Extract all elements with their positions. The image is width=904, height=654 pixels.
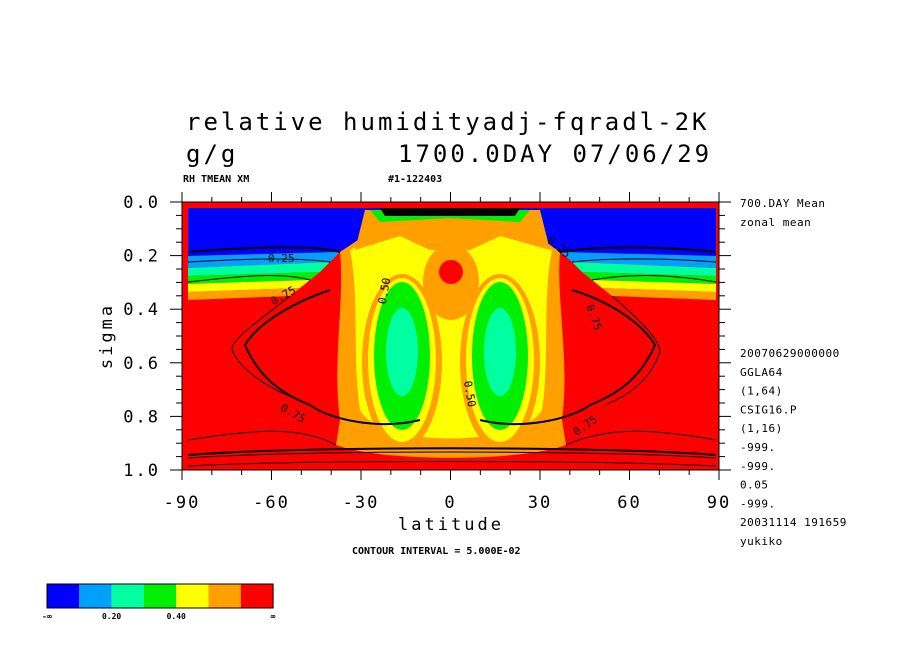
fill-band-green-left	[188, 272, 320, 284]
x-tick-label: 90	[707, 493, 731, 513]
fill-band-orange-right	[602, 288, 716, 300]
contour-line	[187, 258, 331, 263]
colorbar-label: 0.20	[102, 612, 121, 621]
fill-band-yellow-right	[592, 280, 716, 292]
contour-line-bold	[187, 447, 717, 456]
contour-line	[565, 430, 717, 446]
contour-line-bold	[243, 289, 421, 426]
side-info-top: 700.DAY Mean zonal mean	[740, 197, 825, 229]
fill-center-red	[439, 260, 463, 284]
colorbar-label: ∞	[271, 612, 276, 621]
contour-lines-bold	[187, 246, 717, 456]
units-label: g/g	[186, 140, 238, 168]
side-info-line: 20070629000000	[740, 347, 840, 360]
y-tick-label: 0.2	[123, 247, 160, 267]
contour-label: 0.25	[268, 252, 295, 265]
colorbar	[46, 583, 274, 609]
x-tick-label: 30	[528, 493, 552, 513]
fill-band-lightblue-right	[560, 252, 716, 268]
colorbar-swatch	[47, 584, 80, 608]
y-tick-label: 0.6	[123, 354, 160, 374]
x-tick-label: -90	[164, 493, 201, 513]
y-tick-label: 0.4	[123, 300, 160, 320]
contour-field	[182, 202, 719, 470]
colorbar-frame	[46, 583, 274, 609]
fill-band-orange-left	[188, 288, 300, 300]
side-info-line: GGLA64	[740, 366, 783, 379]
fill-band-green-right	[582, 272, 716, 284]
side-info-meta: 20070629000000 GGLA64 (1,64) CSIG16.P (1,16)…	[740, 347, 847, 548]
contour-line	[187, 275, 311, 283]
contour-label: 0.50	[376, 277, 393, 305]
contour-line	[187, 430, 337, 446]
x-tick-label: 60	[617, 493, 641, 513]
fill-band-cyan-left	[188, 262, 330, 276]
colorbar-labels: -∞ 0.20 0.40 ∞	[42, 612, 276, 621]
contour-line	[187, 461, 717, 467]
contour-line	[231, 295, 301, 401]
contour-interval-label: CONTOUR INTERVAL = 5.000E-02	[352, 546, 521, 557]
colorbar-swatch	[240, 584, 274, 608]
y-axis-label: sigma	[97, 303, 117, 369]
y-tick-label: 1.0	[123, 461, 160, 481]
side-info-line: (1,16)	[740, 422, 783, 435]
contour-line	[187, 451, 717, 459]
chart-title: relative humidityadj-fqradl-2K	[186, 108, 709, 136]
contour-line-bold	[559, 246, 717, 253]
side-info-line: zonal mean	[740, 216, 811, 229]
side-info-line: 700.DAY Mean	[740, 197, 825, 210]
fill-tropopause-dark	[380, 208, 520, 216]
contour-line-bold	[187, 246, 341, 253]
x-axis-label: latitude	[398, 515, 504, 535]
side-info-line: -999.	[740, 460, 776, 473]
y-tick-label: 0.8	[123, 407, 160, 427]
fill-left-lobe-cyan	[386, 308, 418, 396]
fill-band-yellow-left	[188, 280, 310, 292]
side-info-line: -999.	[740, 441, 776, 454]
side-info-line: yukiko	[740, 535, 783, 548]
fill-band-cyan-right	[572, 262, 716, 276]
colorbar-label: 0.40	[167, 612, 186, 621]
y-tick-label: 0.0	[123, 193, 160, 213]
contour-line	[604, 295, 661, 406]
fill-strat-blue	[188, 208, 716, 256]
colorbar-swatch	[111, 584, 144, 608]
y-tick-labels: 0.0 0.2 0.4 0.6 0.8 1.0	[123, 193, 160, 481]
variable-label: RH TMEAN XM	[183, 174, 249, 185]
side-info-line: -999.	[740, 497, 776, 510]
colorbar-swatch	[79, 584, 112, 608]
fill-band-lightblue-left	[188, 252, 340, 268]
x-tick-label: -30	[343, 493, 380, 513]
side-info-line: 0.05	[740, 479, 769, 492]
contour-line	[571, 258, 717, 263]
contour-line-bold	[479, 289, 657, 426]
date-label: 1700.0DAY 07/06/29	[398, 140, 712, 168]
run-id-label: #1-122403	[388, 174, 442, 185]
colorbar-label: -∞	[42, 612, 52, 621]
side-info-line: (1,64)	[740, 385, 783, 398]
side-info-line: CSIG16.P	[740, 403, 797, 416]
axis-ticks	[170, 192, 731, 480]
side-info-line: 20031114 191659	[740, 516, 847, 529]
colorbar-swatch	[176, 584, 209, 608]
contour-lines	[187, 258, 717, 467]
x-tick-label: 0	[444, 493, 456, 513]
colorbar-swatch	[208, 584, 241, 608]
fill-right-lobe-cyan	[484, 308, 516, 396]
x-tick-label: -60	[253, 493, 290, 513]
contour-line	[591, 275, 717, 283]
colorbar-swatch	[143, 584, 177, 608]
x-tick-labels: -90 -60 -30 0 30 60 90	[164, 493, 731, 513]
contour-label: 0.50	[461, 380, 478, 408]
